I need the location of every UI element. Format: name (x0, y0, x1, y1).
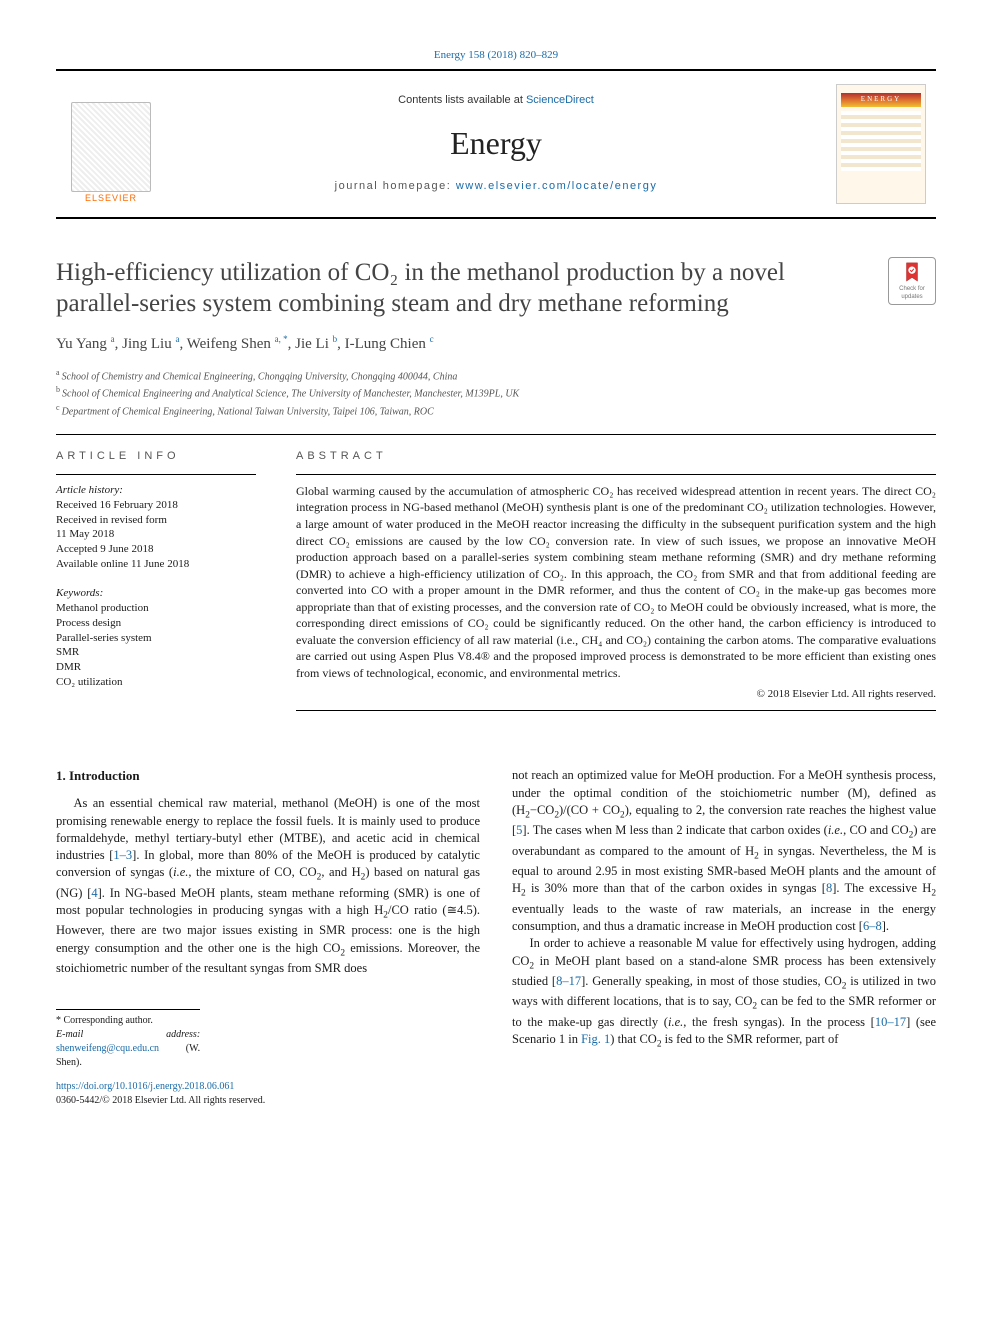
hist-0: Received 16 February 2018 (56, 498, 256, 513)
hist-4: Available online 11 June 2018 (56, 557, 256, 572)
sciencedirect-link[interactable]: ScienceDirect (526, 94, 594, 106)
affil-c: cDepartment of Chemical Engineering, Nat… (56, 402, 936, 420)
rule-abs (296, 474, 936, 475)
keywords-label: Keywords: (56, 586, 256, 601)
journal-cover[interactable]: ENERGY (836, 84, 926, 204)
homepage-line: journal homepage: www.elsevier.com/locat… (335, 179, 658, 194)
check-line2: updates (901, 293, 922, 301)
authors: Yu Yang a, Jing Liu a, Weifeng Shen a, *… (56, 333, 936, 354)
contents-prefix: Contents lists available at (398, 94, 526, 106)
hist-1: Received in revised form (56, 513, 256, 528)
check-line1: Check for (899, 285, 925, 293)
article-title: High-efficiency utilization of CO₂ in th… (56, 257, 868, 320)
masthead: ELSEVIER Contents lists available at Sci… (56, 69, 936, 219)
publisher-logo-area: ELSEVIER (56, 71, 166, 217)
intro-heading: 1. Introduction (56, 767, 480, 785)
kw-1: Process design (56, 616, 256, 631)
cover-title: ENERGY (841, 93, 921, 107)
kw-3: SMR (56, 645, 256, 660)
keywords-list: Methanol production Process design Paral… (56, 601, 256, 690)
kw-5: CO₂ utilization (56, 675, 256, 690)
elsevier-tree-icon (71, 102, 151, 192)
contents-line: Contents lists available at ScienceDirec… (398, 93, 594, 108)
kw-2: Parallel-series system (56, 631, 256, 646)
homepage-prefix: journal homepage: (335, 180, 456, 192)
doi-link[interactable]: https://doi.org/10.1016/j.energy.2018.06… (56, 1081, 234, 1092)
hist-3: Accepted 9 June 2018 (56, 542, 256, 557)
corr-email-link[interactable]: shenweifeng@cqu.edu.cn (56, 1043, 159, 1054)
intro-col1: As an essential chemical raw material, m… (56, 795, 480, 977)
elsevier-logo[interactable]: ELSEVIER (66, 84, 156, 204)
hist-2: 11 May 2018 (56, 527, 256, 542)
rule-abs-bottom (296, 710, 936, 711)
article-info-heading: ARTICLE INFO (56, 449, 256, 464)
abstract-body: Global warming caused by the accumulatio… (296, 483, 936, 682)
affil-a: aSchool of Chemistry and Chemical Engine… (56, 367, 936, 385)
abstract-copyright: © 2018 Elsevier Ltd. All rights reserved… (296, 687, 936, 702)
journal-name: Energy (450, 122, 542, 165)
rule-ai (56, 474, 256, 475)
intro-col2-p2: In order to achieve a reasonable M value… (512, 935, 936, 1051)
affiliations: aSchool of Chemistry and Chemical Engine… (56, 367, 936, 420)
rule-1 (56, 434, 936, 435)
intro-col2-p1: not reach an optimized value for MeOH pr… (512, 767, 936, 935)
corr-email-line: E-mail address: shenweifeng@cqu.edu.cn (… (56, 1028, 200, 1070)
footnote-block: * Corresponding author. E-mail address: … (56, 1009, 200, 1070)
check-updates-badge[interactable]: Check for updates (888, 257, 936, 305)
journal-cover-area: ENERGY (826, 71, 936, 217)
kw-4: DMR (56, 660, 256, 675)
publisher-word: ELSEVIER (85, 192, 137, 204)
history-lines: Received 16 February 2018 Received in re… (56, 498, 256, 572)
history-label: Article history: (56, 483, 256, 498)
doi-block: https://doi.org/10.1016/j.energy.2018.06… (56, 1080, 480, 1108)
bookmark-check-icon (901, 261, 923, 283)
cover-strip-icon (841, 111, 921, 171)
affil-b: bSchool of Chemical Engineering and Anal… (56, 384, 936, 402)
abstract-heading: ABSTRACT (296, 449, 936, 464)
homepage-link[interactable]: www.elsevier.com/locate/energy (456, 180, 658, 192)
kw-0: Methanol production (56, 601, 256, 616)
issn-line: 0360-5442/© 2018 Elsevier Ltd. All right… (56, 1094, 480, 1108)
citation-link[interactable]: Energy 158 (2018) 820–829 (434, 49, 558, 61)
corr-author: * Corresponding author. (56, 1014, 200, 1028)
